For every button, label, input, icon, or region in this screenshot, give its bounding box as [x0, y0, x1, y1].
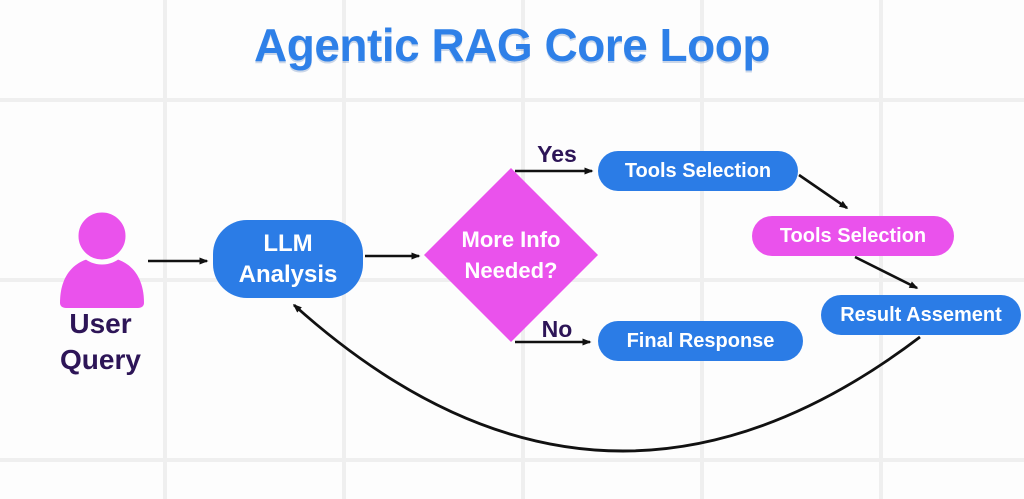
edge-tools-to-tools — [798, 173, 849, 210]
tools-selection-secondary-label: Tools Selection — [779, 224, 927, 247]
node-llm-analysis: LLM Analysis — [213, 220, 363, 298]
edge-tools-to-result — [854, 255, 919, 290]
decision-line1: More Info — [461, 227, 561, 252]
user-query-label: User Query — [28, 306, 173, 378]
result-assement-label: Result Assement — [840, 303, 1002, 326]
node-tools-selection-secondary: Tools Selection — [752, 216, 954, 256]
tools-selection-primary-label: Tools Selection — [624, 159, 772, 182]
no-edge-label: No — [541, 316, 573, 342]
llm-analysis-line1: LLM — [263, 230, 313, 257]
node-final-response: Final Response — [598, 321, 803, 361]
node-result-assement: Result Assement — [821, 295, 1021, 335]
node-tools-selection-primary: Tools Selection — [598, 151, 798, 191]
page-title: Agentic RAG Core Loop — [254, 19, 770, 71]
person-icon — [60, 207, 144, 308]
yes-edge-label: Yes — [537, 141, 577, 167]
final-response-label: Final Response — [626, 329, 775, 352]
llm-analysis-line2: Analysis — [238, 261, 338, 288]
decision-line2: Needed? — [464, 258, 558, 283]
user-query-line2: Query — [60, 344, 141, 375]
user-query-line1: User — [69, 308, 132, 339]
